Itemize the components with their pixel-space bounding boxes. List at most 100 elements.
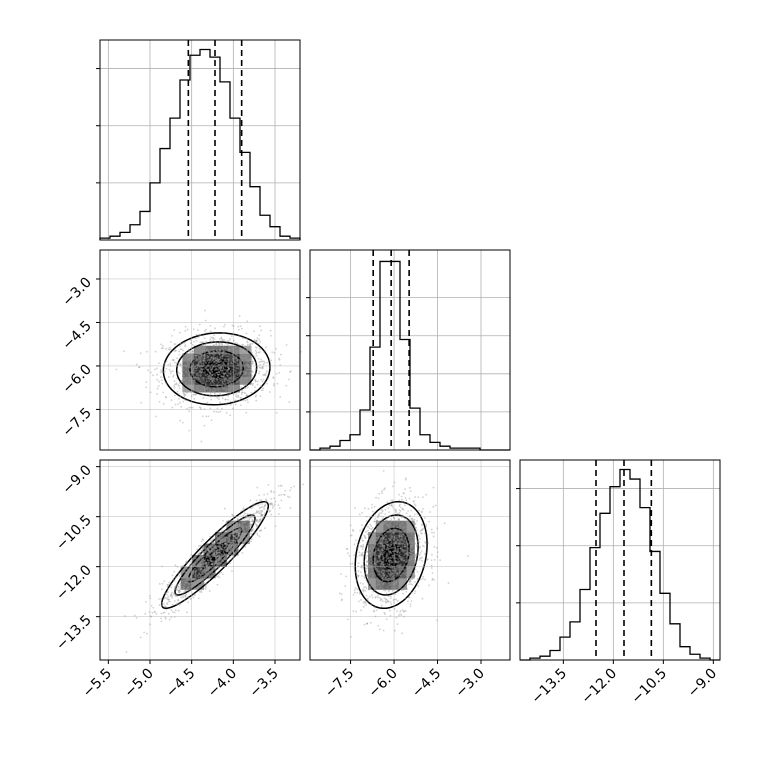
pair-panel-0-1-point [209,368,212,371]
pair-panel-0-1-density-bin [239,368,252,378]
pair-panel-0-1-point [168,351,171,354]
pair-panel-0-2-point [218,551,220,554]
pair-panel-1-2-point [398,527,401,530]
pair-panel-0-2-point [170,595,173,598]
pair-panel-0-1-point [265,372,267,375]
pair-panel-0-2-point [200,567,202,570]
pair-panel-1-2-point [389,519,392,522]
pair-panel-0-1-point [208,350,211,353]
pair-panel-0-2-point [199,578,201,581]
pair-panel-0-1-point [234,346,237,349]
pair-panel-0-1-point [198,406,201,409]
pair-panel-0-1-point [206,365,209,368]
pair-panel-0-2-point [185,582,187,584]
pair-panel-1-2-point [422,566,424,569]
pair-panel-0-1-point [226,366,229,369]
pair-panel-1-2-point [406,519,409,521]
pair-panel-0-2-point [234,535,236,537]
pair-panel-1-2-point [408,515,411,518]
pair-panel-1-2-point [391,525,394,528]
pair-panel-0-2-point [274,500,277,503]
pair-panel-0-1-point [232,325,235,328]
pair-panel-0-2-point [234,529,237,532]
pair-panel-0-1-point [231,349,234,352]
pair-panel-0-2-point [290,486,293,489]
pair-panel-1-2-point [370,569,373,571]
pair-panel-1-2-point [355,579,358,582]
pair-panel-0-2-point [173,579,176,582]
pair-panel-0-1-point [272,376,275,378]
pair-panel-0-2-point [232,535,235,538]
pair-panel-0-2-point [223,554,226,556]
pair-panel-0-1-point [189,378,192,381]
pair-panel-0-2-point [179,572,182,575]
pair-panel-0-1-point [262,363,265,366]
pair-panel-1-2-point [383,550,386,553]
pair-panel-1-2-point [380,598,383,601]
pair-panel-0-2-point [217,533,220,535]
pair-panel-0-2-point [232,515,235,518]
pair-panel-0-2-point [231,537,234,540]
pair-panel-0-2-point [237,531,240,534]
pair-panel-0-1-point [224,384,227,386]
pair-panel-0-1-point [241,377,244,380]
pair-panel-0-2-point [187,582,189,585]
pair-panel-0-1-point [224,387,226,390]
pair-panel-0-2-point [222,563,224,566]
pair-panel-0-2-point [222,550,225,553]
pair-panel-0-1-point [156,387,159,390]
pair-panel-0-1-point [192,328,195,331]
pair-panel-0-1-point [209,359,211,361]
pair-panel-1-2-point [408,486,411,489]
pair-panel-0-1-point [162,371,165,373]
pair-panel-1-2-point [395,510,397,512]
pair-panel-0-1-point [260,360,262,363]
pair-panel-1-2-point [376,567,378,570]
pair-panel-1-2-point [376,519,379,522]
pair-panel-1-2-point [361,589,364,592]
pair-panel-0-1-point [168,368,171,371]
pair-panel-0-2-point [249,524,252,527]
pair-panel-1-2-point [397,614,400,617]
pair-panel-0-1-point [215,349,218,352]
pair-panel-1-2-point [358,551,361,554]
pair-panel-0-2-point [183,580,186,583]
pair-panel-0-1-point [193,365,196,368]
pair-panel-1-2-point [405,499,408,502]
pair-panel-0-2-point [162,611,165,614]
pair-panel-0-2-point [168,598,171,601]
pair-panel-0-1-point [199,357,202,360]
pair-panel-0-2-point [250,515,253,517]
pair-panel-1-2-point [410,572,413,575]
pair-panel-1-2-point [386,541,389,543]
pair-panel-1-2-point [405,517,408,519]
pair-panel-0-2-point [184,595,187,597]
pair-panel-0-2-point [214,536,217,539]
pair-panel-1-2-point [400,495,403,498]
pair-panel-0-1-point [207,355,209,358]
pair-panel-0-1-point [198,333,201,336]
pair-panel-0-1-contour-0 [202,359,231,379]
pair-panel-0-1-point [213,387,216,390]
pair-panel-0-1-point [212,377,215,380]
pair-panel-1-2-point [367,564,370,567]
pair-panel-0-2-point [146,632,148,635]
pair-panel-0-1-point [216,356,218,359]
pair-panel-1-2-point [382,574,384,577]
pair-panel-0-1-point [205,380,208,383]
pair-panel-0-1-point [231,353,234,356]
pair-panel-0-2-point [250,523,253,526]
pair-panel-0-1-point [216,393,219,396]
pair-panel-0-1-point [177,403,180,406]
pair-panel-0-1-point [194,367,197,370]
pair-panel-1-2-point [392,508,395,510]
pair-panel-0-1-point [224,358,227,361]
pair-panel-0-1-point [218,363,221,366]
pair-panel-0-1-point [192,376,195,379]
pair-panel-1-2-point [426,533,429,536]
pair-panel-0-1-point [210,340,213,343]
pair-panel-1-2-point [356,591,359,594]
pair-panel-0-1-point [222,345,225,348]
pair-panel-1-2-point [385,553,388,556]
pair-panel-0-2-point [206,575,209,578]
